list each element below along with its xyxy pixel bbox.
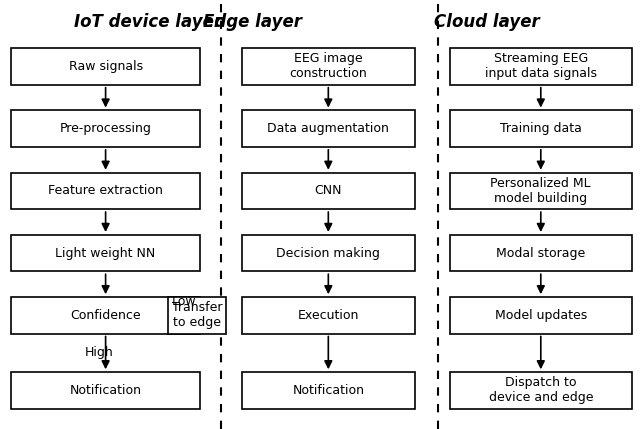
Bar: [450, 372, 632, 408]
Bar: [12, 111, 200, 147]
Bar: [450, 235, 632, 272]
Bar: [12, 297, 200, 334]
Text: Model updates: Model updates: [495, 309, 587, 322]
Bar: [12, 172, 200, 209]
Text: Streaming EEG
input data signals: Streaming EEG input data signals: [485, 52, 596, 81]
Bar: [12, 372, 200, 408]
Text: High: High: [85, 346, 113, 360]
Text: Decision making: Decision making: [276, 247, 380, 260]
Text: CNN: CNN: [315, 184, 342, 197]
Bar: [450, 297, 632, 334]
Text: Personalized ML
model building: Personalized ML model building: [490, 177, 591, 205]
Text: Transfer
to edge: Transfer to edge: [172, 301, 222, 329]
Text: Modal storage: Modal storage: [496, 247, 586, 260]
Text: Light weight NN: Light weight NN: [56, 247, 156, 260]
Bar: [242, 372, 415, 408]
Bar: [242, 111, 415, 147]
Bar: [242, 235, 415, 272]
Text: Dispatch to
device and edge: Dispatch to device and edge: [488, 376, 593, 405]
Bar: [242, 48, 415, 85]
Bar: [450, 48, 632, 85]
Bar: [12, 48, 200, 85]
Text: Pre-processing: Pre-processing: [60, 122, 152, 135]
Text: Notification: Notification: [292, 384, 364, 397]
Text: Low: Low: [172, 295, 196, 308]
Text: Execution: Execution: [298, 309, 359, 322]
Bar: [242, 297, 415, 334]
Bar: [450, 111, 632, 147]
Bar: [12, 235, 200, 272]
Text: Cloud layer: Cloud layer: [433, 13, 540, 31]
Bar: [168, 297, 226, 334]
Text: Notification: Notification: [70, 384, 141, 397]
Text: Edge layer: Edge layer: [204, 13, 302, 31]
Text: Confidence: Confidence: [70, 309, 141, 322]
Text: Feature extraction: Feature extraction: [48, 184, 163, 197]
Bar: [450, 172, 632, 209]
Bar: [242, 172, 415, 209]
Text: Raw signals: Raw signals: [68, 60, 143, 73]
Text: Data augmentation: Data augmentation: [268, 122, 389, 135]
Text: EEG image
construction: EEG image construction: [289, 52, 367, 81]
Text: Training data: Training data: [500, 122, 582, 135]
Text: IoT device layer: IoT device layer: [74, 13, 221, 31]
